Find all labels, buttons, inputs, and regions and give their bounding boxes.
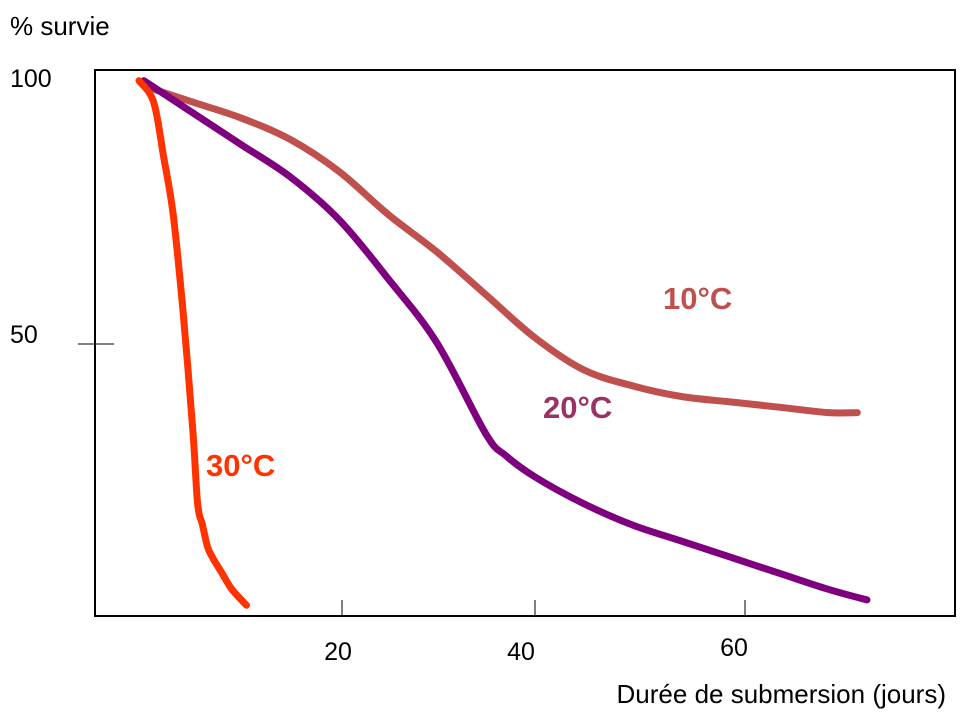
plot-frame bbox=[94, 69, 956, 617]
series-label-20c: 20°C bbox=[543, 390, 612, 425]
series-line-30c bbox=[135, 77, 250, 609]
x-tick-label-40: 40 bbox=[507, 638, 535, 666]
y-axis-label: % survie bbox=[10, 11, 110, 41]
series-line-20c bbox=[140, 77, 871, 604]
y-tick-label-100: 100 bbox=[10, 65, 52, 93]
series-label-30c: 30°C bbox=[206, 448, 275, 483]
series-line-10c bbox=[140, 82, 861, 417]
x-axis-label: Durée de submersion (jours) bbox=[617, 679, 946, 709]
x-tick-label-20: 20 bbox=[324, 638, 352, 666]
y-tick-label-50: 50 bbox=[10, 321, 38, 349]
series-label-10c: 10°C bbox=[663, 281, 732, 316]
x-tick-label-60: 60 bbox=[720, 634, 748, 662]
